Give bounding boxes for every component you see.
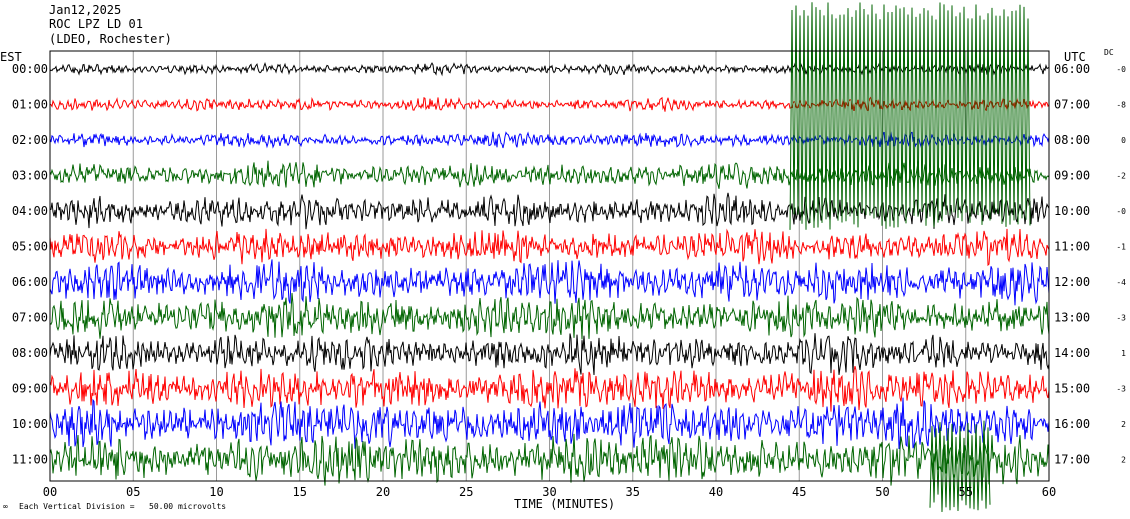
utc-axis-title: UTC <box>1064 50 1086 64</box>
x-tick-label: 20 <box>376 485 390 499</box>
utc-time-label: 11:00 <box>1054 240 1090 254</box>
utc-time-label: 09:00 <box>1054 169 1090 183</box>
plot-frame <box>49 50 1050 482</box>
x-tick-label: 05 <box>126 485 140 499</box>
est-time-label: 08:00 <box>12 346 48 360</box>
x-tick-label: 00 <box>43 485 57 499</box>
x-tick-label: 55 <box>959 485 973 499</box>
dc-offset-label: 2 <box>1121 456 1126 465</box>
est-axis-title: EST <box>0 50 22 64</box>
trace-hour-0500 <box>49 228 1050 267</box>
est-time-label: 04:00 <box>12 204 48 218</box>
dc-column-title: DC <box>1104 48 1114 57</box>
dc-offset-label: 0 <box>1121 136 1126 145</box>
est-time-label: 06:00 <box>12 275 48 289</box>
trace-hour-1000 <box>49 397 1050 450</box>
utc-time-label: 07:00 <box>1054 98 1090 112</box>
x-tick-label: 10 <box>209 485 223 499</box>
x-tick-label: 45 <box>792 485 806 499</box>
x-tick-label: 60 <box>1042 485 1056 499</box>
trace-hour-0700 <box>49 293 1050 340</box>
x-tick-label: 50 <box>875 485 889 499</box>
seismic-traces <box>49 2 1050 512</box>
utc-time-label: 14:00 <box>1054 346 1090 360</box>
est-time-label: 02:00 <box>12 133 48 147</box>
x-tick-label: 40 <box>709 485 723 499</box>
trace-hour-0800 <box>49 333 1050 376</box>
utc-time-label: 06:00 <box>1054 62 1090 76</box>
utc-time-label: 15:00 <box>1054 382 1090 396</box>
network-name: (LDEO, Rochester) <box>49 32 172 46</box>
dc-offset-label: -8 <box>1116 101 1126 110</box>
trace-hour-1100 <box>49 433 1050 486</box>
scale-note: Each Vertical Division = 50.00 microvolt… <box>19 502 227 511</box>
x-axis-title: TIME (MINUTES) <box>514 497 616 511</box>
dc-offset-label: -4 <box>1116 278 1126 287</box>
utc-time-label: 08:00 <box>1054 133 1090 147</box>
utc-time-label: 13:00 <box>1054 311 1090 325</box>
est-time-label: 09:00 <box>12 382 48 396</box>
dc-offset-label: -0 <box>1116 65 1126 74</box>
utc-time-label: 16:00 <box>1054 417 1090 431</box>
est-time-label: 05:00 <box>12 240 48 254</box>
trace-burst-upper <box>789 2 1031 230</box>
x-tick-label: 25 <box>459 485 473 499</box>
utc-time-label: 10:00 <box>1054 204 1090 218</box>
utc-time-label: 17:00 <box>1054 453 1090 467</box>
dc-offset-label: 2 <box>1121 420 1126 429</box>
est-time-label: 01:00 <box>12 98 48 112</box>
dc-offset-label: 1 <box>1121 349 1126 358</box>
x-tick-label: 35 <box>626 485 640 499</box>
est-time-label: 10:00 <box>12 417 48 431</box>
trace-hour-0000 <box>49 62 1050 77</box>
x-tick-label: 30 <box>542 485 556 499</box>
station-code: ROC LPZ LD 01 <box>49 17 143 31</box>
dc-offset-label: -3 <box>1116 314 1126 323</box>
scale-icon: ∞ <box>3 502 8 511</box>
est-time-label: 07:00 <box>12 311 48 325</box>
record-date: Jan12,2025 <box>49 3 122 17</box>
dc-offset-label: -0 <box>1116 207 1126 216</box>
dc-offset-label: -2 <box>1116 172 1126 181</box>
est-time-label: 11:00 <box>12 453 48 467</box>
est-time-label: 00:00 <box>12 62 48 76</box>
est-time-label: 03:00 <box>12 169 48 183</box>
trace-burst-lower <box>929 420 991 512</box>
utc-time-label: 12:00 <box>1054 275 1090 289</box>
dc-offset-label: -3 <box>1116 385 1126 394</box>
trace-hour-0100 <box>49 95 1050 112</box>
dc-offset-label: -1 <box>1116 243 1126 252</box>
trace-hour-0600 <box>49 259 1050 306</box>
trace-hour-0900 <box>49 365 1050 412</box>
x-tick-label: 15 <box>293 485 307 499</box>
